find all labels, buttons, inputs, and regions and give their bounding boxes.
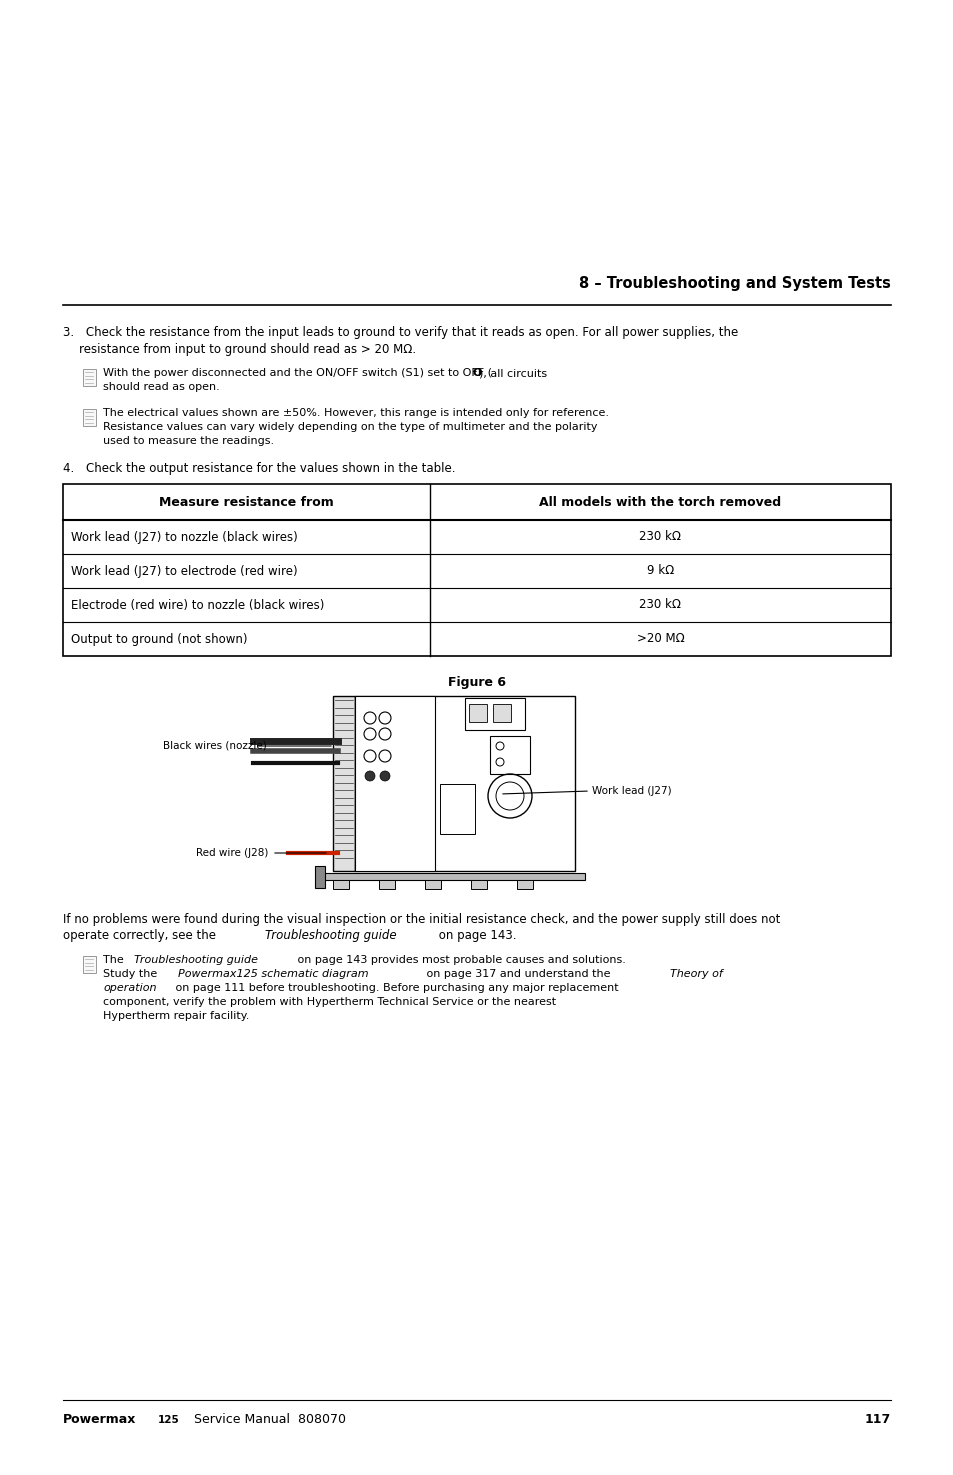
Bar — [333, 696, 355, 872]
Circle shape — [379, 771, 390, 780]
Text: O: O — [473, 367, 482, 378]
Bar — [83, 369, 96, 386]
Bar — [469, 704, 486, 721]
Text: Measure resistance from: Measure resistance from — [159, 496, 334, 509]
Text: If no problems were found during the visual inspection or the initial resistance: If no problems were found during the vis… — [63, 913, 780, 926]
Text: on page 317 and understand the: on page 317 and understand the — [423, 969, 614, 979]
Text: 125: 125 — [157, 1415, 179, 1425]
Text: Work lead (J27) to electrode (red wire): Work lead (J27) to electrode (red wire) — [71, 565, 297, 578]
Text: 8 – Troubleshooting and System Tests: 8 – Troubleshooting and System Tests — [578, 276, 890, 291]
Bar — [464, 698, 524, 730]
Text: >20 MΩ: >20 MΩ — [636, 633, 683, 646]
Text: 3. Check the resistance from the input leads to ground to verify that it reads a: 3. Check the resistance from the input l… — [63, 326, 738, 339]
Text: Powermax125 schematic diagram: Powermax125 schematic diagram — [177, 969, 368, 979]
Text: Resistance values can vary widely depending on the type of multimeter and the po: Resistance values can vary widely depend… — [103, 422, 597, 432]
Text: Output to ground (not shown): Output to ground (not shown) — [71, 633, 247, 646]
Text: 230 kΩ: 230 kΩ — [639, 531, 680, 543]
Text: Work lead (J27): Work lead (J27) — [592, 786, 671, 797]
Text: The electrical values shown are ±50%. However, this range is intended only for r: The electrical values shown are ±50%. Ho… — [103, 409, 608, 417]
Text: Black wires (nozzle): Black wires (nozzle) — [163, 740, 267, 751]
Text: 4. Check the output resistance for the values shown in the table.: 4. Check the output resistance for the v… — [63, 462, 455, 475]
Bar — [323, 873, 584, 881]
Text: on page 143 provides most probable causes and solutions.: on page 143 provides most probable cause… — [294, 954, 625, 965]
Text: on page 111 before troubleshooting. Before purchasing any major replacement: on page 111 before troubleshooting. Befo… — [172, 982, 618, 993]
Bar — [378, 881, 395, 889]
Bar — [471, 881, 486, 889]
Text: Figure 6: Figure 6 — [448, 676, 505, 689]
Bar — [517, 881, 533, 889]
Text: All models with the torch removed: All models with the torch removed — [538, 496, 781, 509]
Text: Troubleshooting guide: Troubleshooting guide — [134, 954, 258, 965]
Bar — [83, 956, 96, 974]
Bar — [490, 736, 530, 774]
Text: Hypertherm repair facility.: Hypertherm repair facility. — [103, 1010, 249, 1021]
Text: Troubleshooting guide: Troubleshooting guide — [265, 929, 396, 943]
Text: used to measure the readings.: used to measure the readings. — [103, 437, 274, 445]
Text: resistance from input to ground should read as > 20 MΩ.: resistance from input to ground should r… — [79, 344, 416, 355]
Text: Powermax: Powermax — [63, 1413, 136, 1426]
Bar — [355, 696, 575, 872]
Text: 230 kΩ: 230 kΩ — [639, 599, 680, 612]
Circle shape — [365, 771, 375, 780]
Text: Red wire (J28): Red wire (J28) — [195, 848, 268, 858]
Bar — [424, 881, 440, 889]
Bar — [314, 866, 325, 888]
Text: ), all circuits: ), all circuits — [478, 367, 547, 378]
Text: Theory of: Theory of — [669, 969, 722, 979]
Text: 117: 117 — [863, 1413, 890, 1426]
Text: Study the: Study the — [103, 969, 161, 979]
Bar — [355, 696, 435, 872]
Bar — [333, 881, 349, 889]
Text: 9 kΩ: 9 kΩ — [646, 565, 674, 578]
Text: The: The — [103, 954, 127, 965]
Text: should read as open.: should read as open. — [103, 382, 219, 392]
Text: operation: operation — [103, 982, 156, 993]
Text: With the power disconnected and the ON/OFF switch (S1) set to OFF (: With the power disconnected and the ON/O… — [103, 367, 492, 378]
Bar — [63, 484, 890, 656]
Bar — [493, 704, 511, 721]
Text: on page 143.: on page 143. — [435, 929, 517, 943]
Text: Electrode (red wire) to nozzle (black wires): Electrode (red wire) to nozzle (black wi… — [71, 599, 324, 612]
Text: Service Manual  808070: Service Manual 808070 — [186, 1413, 345, 1426]
Bar — [439, 785, 475, 833]
Text: component, verify the problem with Hypertherm Technical Service or the nearest: component, verify the problem with Hyper… — [103, 997, 556, 1007]
Text: operate correctly, see the: operate correctly, see the — [63, 929, 219, 943]
Text: Work lead (J27) to nozzle (black wires): Work lead (J27) to nozzle (black wires) — [71, 531, 297, 543]
Bar — [83, 409, 96, 426]
